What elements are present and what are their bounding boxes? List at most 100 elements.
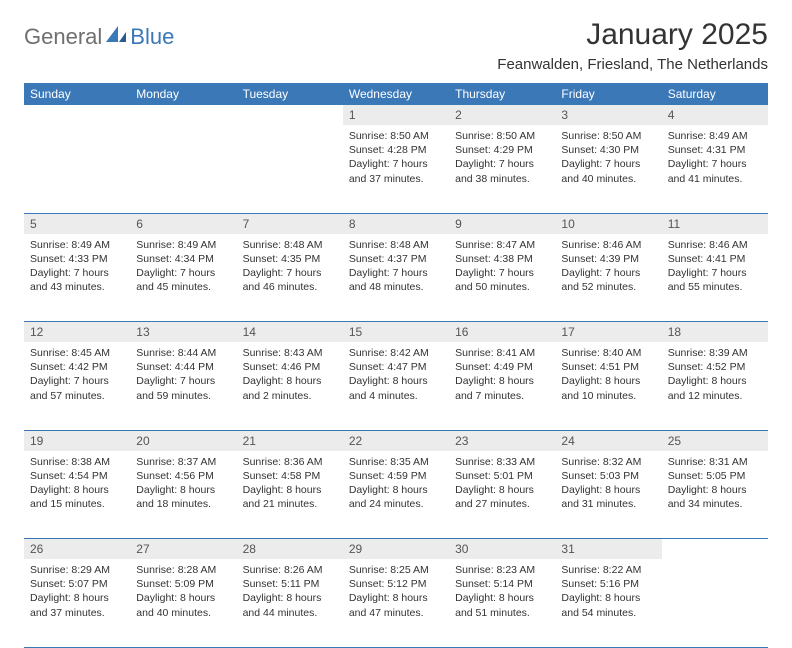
- weekday-header: Monday: [130, 83, 236, 105]
- day-number-row: 1234: [24, 105, 768, 125]
- day-number-cell: 17: [555, 322, 661, 343]
- day-info-cell: Sunrise: 8:47 AMSunset: 4:38 PMDaylight:…: [449, 234, 555, 322]
- day-info-cell: Sunrise: 8:46 AMSunset: 4:41 PMDaylight:…: [662, 234, 768, 322]
- day-number-cell: 30: [449, 539, 555, 560]
- logo-text-blue: Blue: [130, 24, 174, 50]
- day-info: Sunrise: 8:49 AMSunset: 4:34 PMDaylight:…: [130, 234, 236, 301]
- day-info-cell: Sunrise: 8:28 AMSunset: 5:09 PMDaylight:…: [130, 559, 236, 647]
- day-number-cell: 15: [343, 322, 449, 343]
- day-number-row: 12131415161718: [24, 322, 768, 343]
- day-info-cell: Sunrise: 8:45 AMSunset: 4:42 PMDaylight:…: [24, 342, 130, 430]
- day-info: Sunrise: 8:37 AMSunset: 4:56 PMDaylight:…: [130, 451, 236, 518]
- day-info-cell: Sunrise: 8:46 AMSunset: 4:39 PMDaylight:…: [555, 234, 661, 322]
- day-info: Sunrise: 8:38 AMSunset: 4:54 PMDaylight:…: [24, 451, 130, 518]
- day-number-cell: 20: [130, 430, 236, 451]
- day-info-row: Sunrise: 8:45 AMSunset: 4:42 PMDaylight:…: [24, 342, 768, 430]
- day-info: Sunrise: 8:33 AMSunset: 5:01 PMDaylight:…: [449, 451, 555, 518]
- day-number-cell: 31: [555, 539, 661, 560]
- calendar-page: General Blue January 2025 Feanwalden, Fr…: [0, 0, 792, 648]
- day-number-cell: 4: [662, 105, 768, 125]
- day-info-cell: Sunrise: 8:44 AMSunset: 4:44 PMDaylight:…: [130, 342, 236, 430]
- day-info-row: Sunrise: 8:49 AMSunset: 4:33 PMDaylight:…: [24, 234, 768, 322]
- day-info-cell: Sunrise: 8:49 AMSunset: 4:31 PMDaylight:…: [662, 125, 768, 213]
- day-info-cell: Sunrise: 8:32 AMSunset: 5:03 PMDaylight:…: [555, 451, 661, 539]
- empty-cell: [237, 125, 343, 213]
- day-number-row: 262728293031: [24, 539, 768, 560]
- day-info-cell: Sunrise: 8:42 AMSunset: 4:47 PMDaylight:…: [343, 342, 449, 430]
- calendar-table: SundayMondayTuesdayWednesdayThursdayFrid…: [24, 83, 768, 648]
- logo: General Blue: [24, 24, 174, 50]
- day-info-cell: Sunrise: 8:49 AMSunset: 4:33 PMDaylight:…: [24, 234, 130, 322]
- day-info: Sunrise: 8:50 AMSunset: 4:28 PMDaylight:…: [343, 125, 449, 192]
- day-info-cell: Sunrise: 8:33 AMSunset: 5:01 PMDaylight:…: [449, 451, 555, 539]
- day-number-cell: 24: [555, 430, 661, 451]
- weekday-header: Sunday: [24, 83, 130, 105]
- day-info: Sunrise: 8:23 AMSunset: 5:14 PMDaylight:…: [449, 559, 555, 626]
- empty-cell: [662, 559, 768, 647]
- title-block: January 2025 Feanwalden, Friesland, The …: [497, 18, 768, 73]
- day-info-cell: Sunrise: 8:41 AMSunset: 4:49 PMDaylight:…: [449, 342, 555, 430]
- logo-sail-icon: [106, 26, 128, 49]
- day-info: Sunrise: 8:44 AMSunset: 4:44 PMDaylight:…: [130, 342, 236, 409]
- day-info: Sunrise: 8:22 AMSunset: 5:16 PMDaylight:…: [555, 559, 661, 626]
- day-info-row: Sunrise: 8:50 AMSunset: 4:28 PMDaylight:…: [24, 125, 768, 213]
- day-info: Sunrise: 8:48 AMSunset: 4:37 PMDaylight:…: [343, 234, 449, 301]
- day-info: Sunrise: 8:42 AMSunset: 4:47 PMDaylight:…: [343, 342, 449, 409]
- day-number-cell: 14: [237, 322, 343, 343]
- day-info-cell: Sunrise: 8:22 AMSunset: 5:16 PMDaylight:…: [555, 559, 661, 647]
- day-number-cell: 2: [449, 105, 555, 125]
- weekday-header: Saturday: [662, 83, 768, 105]
- day-number-cell: 27: [130, 539, 236, 560]
- day-number-cell: 5: [24, 213, 130, 234]
- logo-text-general: General: [24, 24, 102, 50]
- day-number-cell: 1: [343, 105, 449, 125]
- day-number-cell: 21: [237, 430, 343, 451]
- day-number-cell: 12: [24, 322, 130, 343]
- day-info: Sunrise: 8:32 AMSunset: 5:03 PMDaylight:…: [555, 451, 661, 518]
- day-info: Sunrise: 8:48 AMSunset: 4:35 PMDaylight:…: [237, 234, 343, 301]
- day-info: Sunrise: 8:50 AMSunset: 4:30 PMDaylight:…: [555, 125, 661, 192]
- day-number-cell: 28: [237, 539, 343, 560]
- empty-cell: [24, 105, 130, 125]
- day-number-cell: 10: [555, 213, 661, 234]
- day-info: Sunrise: 8:49 AMSunset: 4:31 PMDaylight:…: [662, 125, 768, 192]
- day-info-row: Sunrise: 8:29 AMSunset: 5:07 PMDaylight:…: [24, 559, 768, 647]
- day-info: Sunrise: 8:25 AMSunset: 5:12 PMDaylight:…: [343, 559, 449, 626]
- weekday-header: Tuesday: [237, 83, 343, 105]
- day-info-cell: Sunrise: 8:23 AMSunset: 5:14 PMDaylight:…: [449, 559, 555, 647]
- day-number-cell: 19: [24, 430, 130, 451]
- weekday-header-row: SundayMondayTuesdayWednesdayThursdayFrid…: [24, 83, 768, 105]
- day-info: Sunrise: 8:50 AMSunset: 4:29 PMDaylight:…: [449, 125, 555, 192]
- empty-cell: [24, 125, 130, 213]
- day-number-cell: 23: [449, 430, 555, 451]
- calendar-body: 1234Sunrise: 8:50 AMSunset: 4:28 PMDayli…: [24, 105, 768, 647]
- day-info: Sunrise: 8:45 AMSunset: 4:42 PMDaylight:…: [24, 342, 130, 409]
- day-info: Sunrise: 8:46 AMSunset: 4:41 PMDaylight:…: [662, 234, 768, 301]
- day-info-cell: Sunrise: 8:29 AMSunset: 5:07 PMDaylight:…: [24, 559, 130, 647]
- day-info-cell: Sunrise: 8:48 AMSunset: 4:37 PMDaylight:…: [343, 234, 449, 322]
- day-number-row: 19202122232425: [24, 430, 768, 451]
- weekday-header: Thursday: [449, 83, 555, 105]
- day-info-cell: Sunrise: 8:49 AMSunset: 4:34 PMDaylight:…: [130, 234, 236, 322]
- day-info: Sunrise: 8:39 AMSunset: 4:52 PMDaylight:…: [662, 342, 768, 409]
- day-info-row: Sunrise: 8:38 AMSunset: 4:54 PMDaylight:…: [24, 451, 768, 539]
- empty-cell: [662, 539, 768, 560]
- day-number-row: 567891011: [24, 213, 768, 234]
- month-title: January 2025: [497, 18, 768, 52]
- day-number-cell: 11: [662, 213, 768, 234]
- location-subtitle: Feanwalden, Friesland, The Netherlands: [497, 56, 768, 73]
- day-info-cell: Sunrise: 8:50 AMSunset: 4:30 PMDaylight:…: [555, 125, 661, 213]
- header: General Blue January 2025 Feanwalden, Fr…: [24, 18, 768, 73]
- day-info-cell: Sunrise: 8:50 AMSunset: 4:28 PMDaylight:…: [343, 125, 449, 213]
- day-info-cell: Sunrise: 8:40 AMSunset: 4:51 PMDaylight:…: [555, 342, 661, 430]
- day-number-cell: 29: [343, 539, 449, 560]
- weekday-header: Wednesday: [343, 83, 449, 105]
- day-number-cell: 9: [449, 213, 555, 234]
- day-info-cell: Sunrise: 8:25 AMSunset: 5:12 PMDaylight:…: [343, 559, 449, 647]
- day-number-cell: 18: [662, 322, 768, 343]
- day-info-cell: Sunrise: 8:39 AMSunset: 4:52 PMDaylight:…: [662, 342, 768, 430]
- day-info-cell: Sunrise: 8:48 AMSunset: 4:35 PMDaylight:…: [237, 234, 343, 322]
- day-info: Sunrise: 8:26 AMSunset: 5:11 PMDaylight:…: [237, 559, 343, 626]
- day-info-cell: Sunrise: 8:36 AMSunset: 4:58 PMDaylight:…: [237, 451, 343, 539]
- day-info-cell: Sunrise: 8:35 AMSunset: 4:59 PMDaylight:…: [343, 451, 449, 539]
